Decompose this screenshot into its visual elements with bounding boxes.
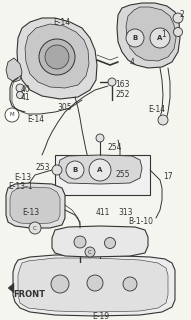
Polygon shape xyxy=(6,183,65,228)
Circle shape xyxy=(108,78,116,86)
Text: E-14: E-14 xyxy=(27,115,44,124)
Circle shape xyxy=(173,28,182,36)
Polygon shape xyxy=(117,3,180,68)
Text: C: C xyxy=(33,226,37,230)
Text: B: B xyxy=(132,35,138,41)
Circle shape xyxy=(123,277,137,291)
Text: E-14: E-14 xyxy=(53,18,70,27)
Text: FRONT: FRONT xyxy=(13,290,45,299)
Text: 163: 163 xyxy=(115,80,129,89)
Circle shape xyxy=(16,92,23,99)
Polygon shape xyxy=(18,258,168,312)
Polygon shape xyxy=(25,24,89,88)
Circle shape xyxy=(29,222,41,234)
Circle shape xyxy=(52,165,62,175)
Polygon shape xyxy=(58,155,142,184)
Text: E-13: E-13 xyxy=(22,208,39,217)
Polygon shape xyxy=(8,283,14,293)
Text: E-14: E-14 xyxy=(148,105,165,114)
Circle shape xyxy=(104,237,116,249)
Text: 313: 313 xyxy=(118,208,133,217)
Text: B: B xyxy=(72,167,78,173)
Circle shape xyxy=(66,161,84,179)
Circle shape xyxy=(126,29,144,47)
Text: 252: 252 xyxy=(115,90,129,99)
Circle shape xyxy=(45,45,69,69)
Text: 4: 4 xyxy=(130,58,135,67)
Circle shape xyxy=(74,236,86,248)
Text: A: A xyxy=(157,35,163,41)
Text: 17: 17 xyxy=(163,172,173,181)
Circle shape xyxy=(51,275,69,293)
Circle shape xyxy=(158,115,168,125)
Text: 411: 411 xyxy=(96,208,110,217)
Text: E-13-1: E-13-1 xyxy=(8,182,33,191)
Circle shape xyxy=(5,108,19,122)
Circle shape xyxy=(16,84,24,92)
Bar xyxy=(55,155,150,195)
Polygon shape xyxy=(52,226,148,257)
Text: 1: 1 xyxy=(161,30,166,39)
Polygon shape xyxy=(10,187,60,224)
Circle shape xyxy=(89,159,111,181)
Text: C: C xyxy=(88,250,92,254)
Circle shape xyxy=(150,28,170,48)
Text: M: M xyxy=(10,113,14,117)
Text: E-13: E-13 xyxy=(14,173,31,182)
Polygon shape xyxy=(6,58,22,82)
Text: 305: 305 xyxy=(57,103,72,112)
Text: 253: 253 xyxy=(35,163,49,172)
Polygon shape xyxy=(13,255,175,316)
Text: 41: 41 xyxy=(21,93,31,102)
Text: 40: 40 xyxy=(21,85,31,94)
Circle shape xyxy=(39,39,75,75)
Text: E-19: E-19 xyxy=(92,312,109,320)
Text: A: A xyxy=(97,167,103,173)
Circle shape xyxy=(87,275,103,291)
Polygon shape xyxy=(126,7,176,61)
Text: 2: 2 xyxy=(179,10,184,19)
Text: B-1-10: B-1-10 xyxy=(128,217,153,226)
Circle shape xyxy=(85,247,95,257)
Text: 254: 254 xyxy=(107,143,121,152)
Text: 255: 255 xyxy=(116,170,130,179)
Circle shape xyxy=(96,134,104,142)
Circle shape xyxy=(173,13,183,23)
Polygon shape xyxy=(17,18,97,99)
